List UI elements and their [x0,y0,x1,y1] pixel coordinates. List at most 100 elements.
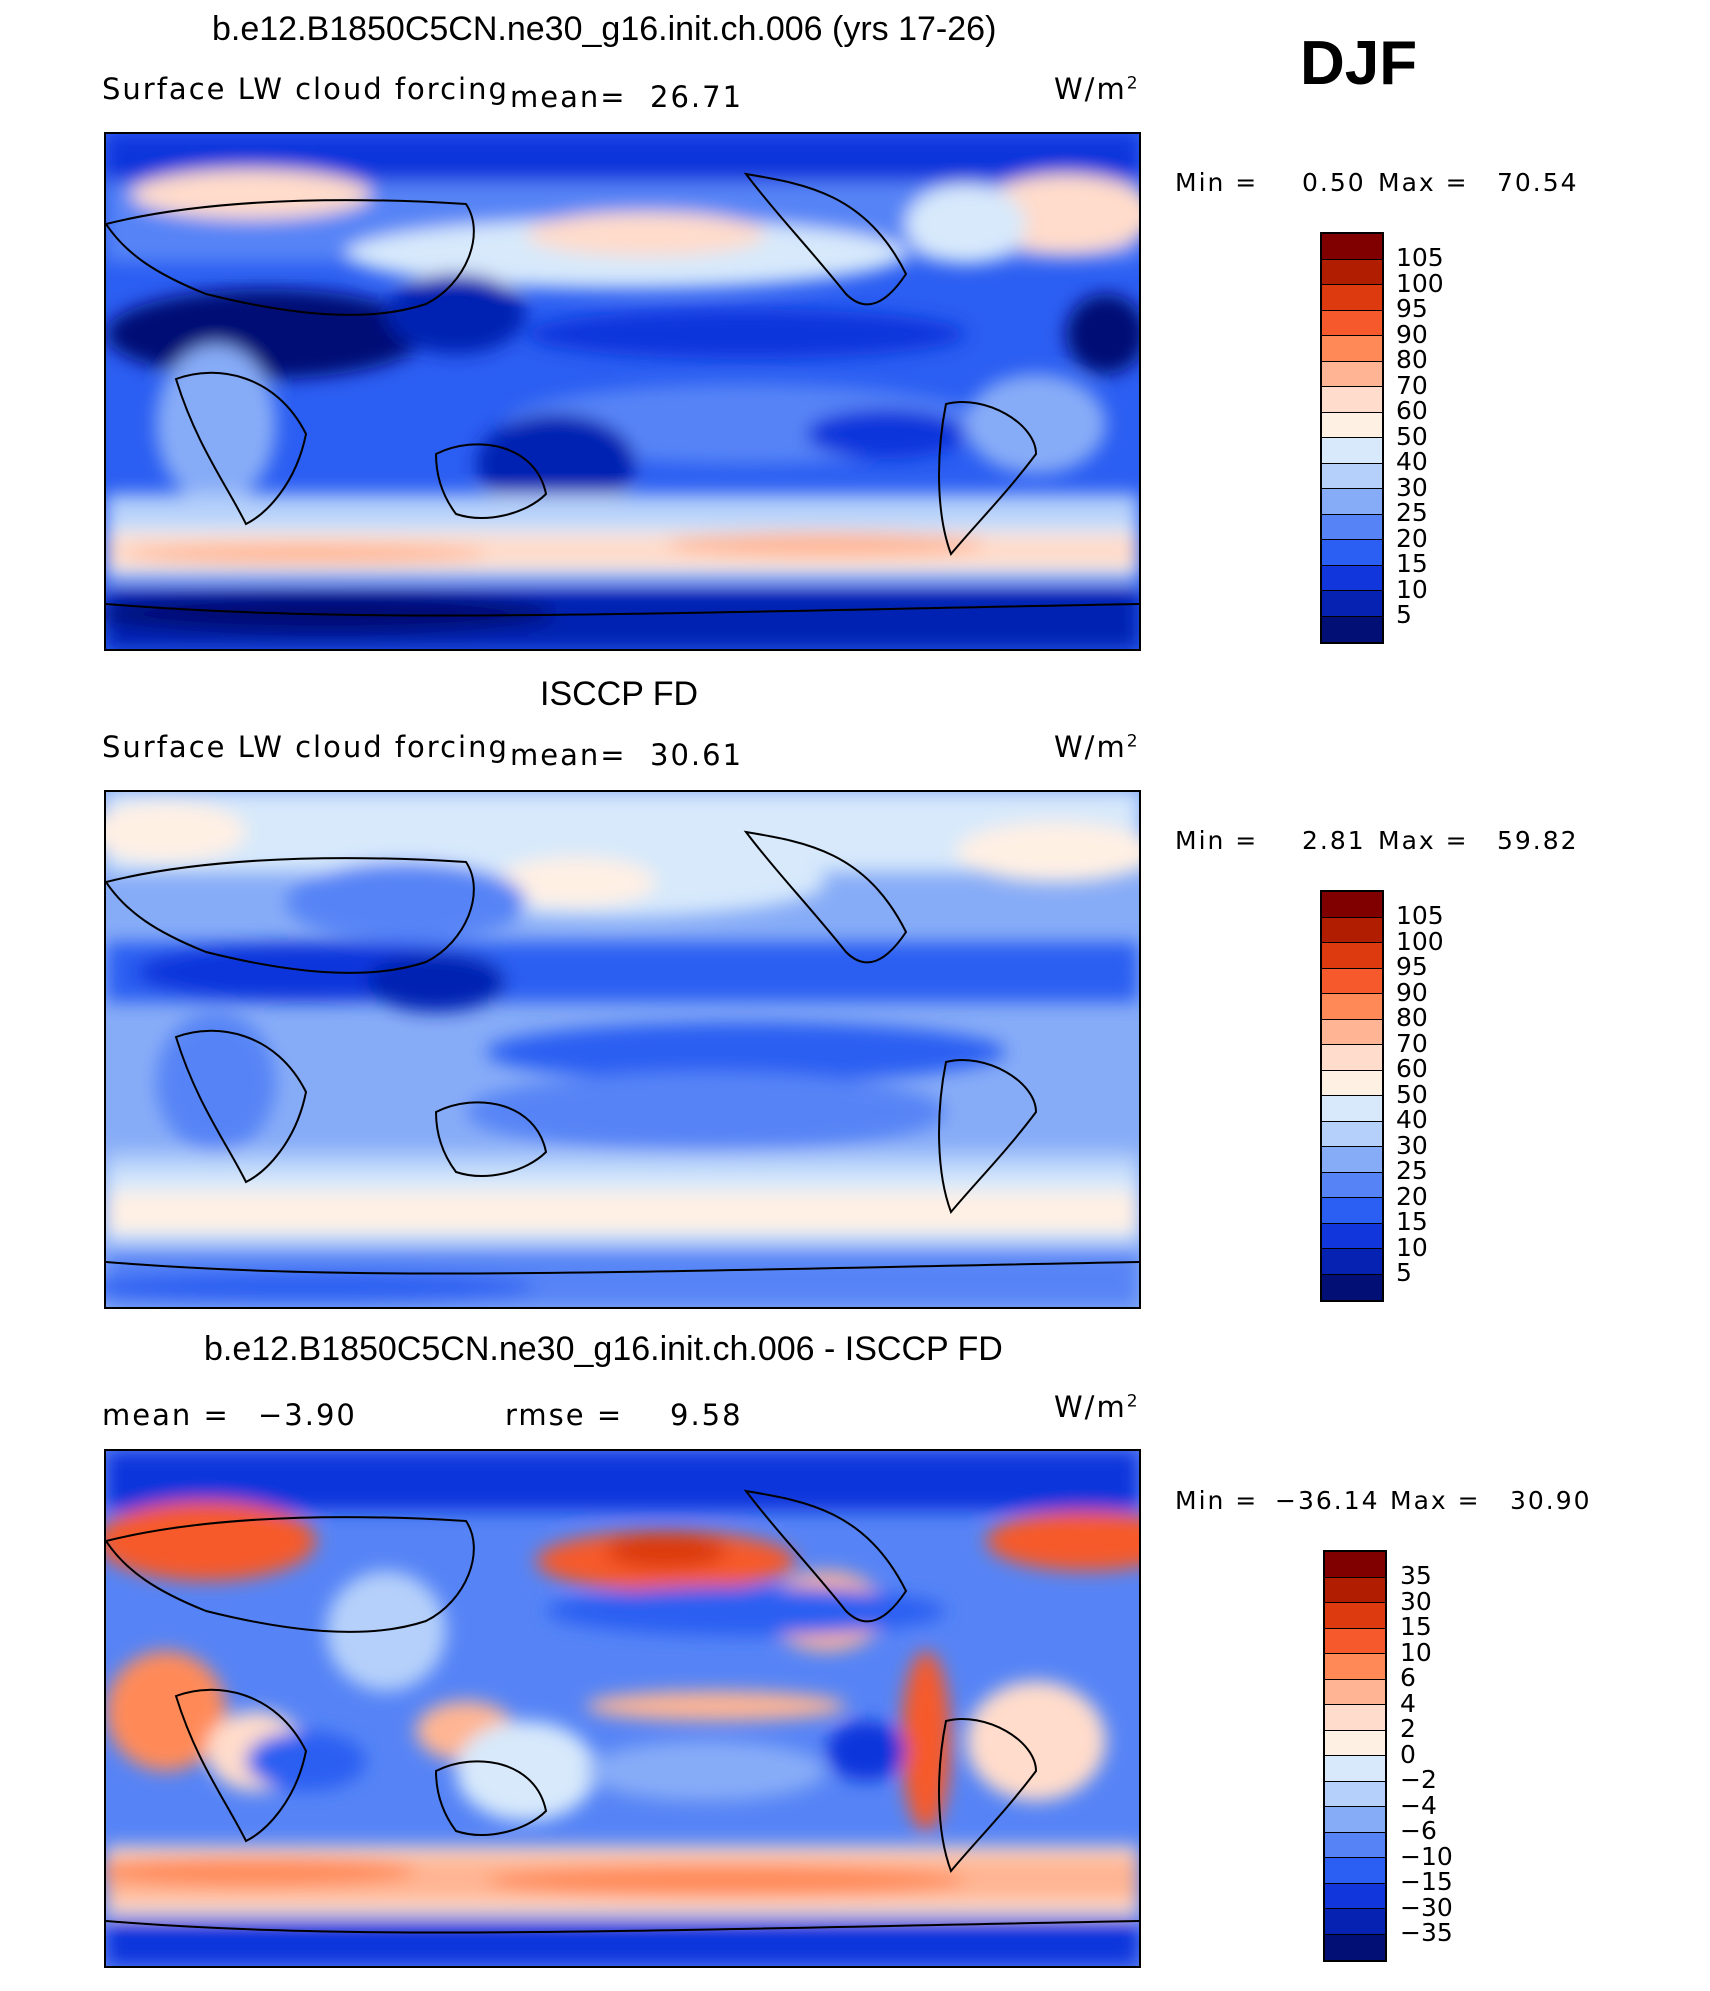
panel1-colorbar [1320,232,1384,644]
colorbar-label: 105 [1396,243,1444,272]
colorbar-swatch [1325,1883,1385,1909]
panel3-max-value: 30.90 [1510,1486,1592,1515]
panel2-variable: Surface LW cloud forcing [102,730,509,764]
colorbar-label: 35 [1400,1561,1432,1590]
colorbar-label: 20 [1396,523,1428,553]
colorbar-swatch [1325,1628,1385,1654]
colorbar-swatch [1325,1807,1385,1833]
colorbar-label: 15 [1396,549,1428,578]
colorbar-label: 90 [1396,977,1428,1007]
panel2-colorbar-labels: 105 100 95 90 80 70 60 50 40 30 25 20 15 10 5 [1396,903,1444,1286]
colorbar-label: 80 [1396,1003,1428,1032]
colorbar-label: 90 [1396,319,1428,349]
colorbar-swatch [1325,1756,1385,1782]
colorbar-label: 105 [1396,901,1444,930]
colorbar-swatch [1322,1019,1382,1045]
colorbar-swatch [1322,540,1382,566]
colorbar-label: 25 [1396,498,1428,527]
colorbar-label: −4 [1400,1790,1437,1820]
colorbar-swatch [1322,489,1382,515]
colorbar-swatch [1322,1147,1382,1173]
colorbar-label: 60 [1396,396,1428,425]
colorbar-label: −35 [1400,1918,1453,1947]
panel1-max-value: 70.54 [1497,168,1579,197]
panel3-rmse-label: rmse = [505,1398,624,1432]
colorbar-swatch [1322,310,1382,336]
colorbar-swatch [1322,1198,1382,1224]
colorbar-label: 25 [1396,1156,1428,1185]
panel1-min-value: 0.50 [1302,168,1366,197]
colorbar-swatch [1322,463,1382,489]
colorbar-swatch [1325,1730,1385,1756]
colorbar-label: −30 [1400,1892,1453,1922]
colorbar-label: 100 [1396,926,1444,956]
colorbar-swatch [1322,565,1382,591]
panel2-map [104,790,1141,1309]
colorbar-label: 80 [1396,345,1428,374]
colorbar-label: 5 [1396,600,1412,629]
colorbar-swatch [1322,438,1382,464]
colorbar-label: 0 [1400,1739,1416,1769]
colorbar-swatch [1322,514,1382,540]
panel3-min-label: Min = [1175,1486,1259,1515]
panel1-mean-value: 26.71 [650,80,744,114]
panel3-mean-value: −3.90 [258,1398,357,1432]
panel1-title: b.e12.B1850C5CN.ne30_g16.init.ch.006 (yr… [212,10,997,48]
colorbar-swatch [1322,1223,1382,1249]
colorbar-swatch [1322,994,1382,1020]
colorbar-swatch [1322,892,1382,918]
panel1-min-label: Min = [1175,168,1259,197]
colorbar-swatch [1325,1832,1385,1858]
colorbar-label: 100 [1396,268,1444,298]
panel3-mean-label: mean = [102,1398,230,1432]
colorbar-label: −10 [1400,1841,1453,1871]
colorbar-label: 6 [1400,1663,1416,1692]
colorbar-label: −6 [1400,1816,1437,1845]
colorbar-label: 15 [1400,1612,1432,1641]
panel2-max-label: Max = [1378,826,1469,855]
colorbar-swatch [1322,968,1382,994]
colorbar-swatch [1322,259,1382,285]
colorbar-label: 70 [1396,370,1428,400]
colorbar-swatch [1322,616,1382,642]
panel2-mean-label: mean= [510,738,627,772]
panel2-title: ISCCP FD [540,675,699,713]
colorbar-label: 30 [1400,1586,1432,1616]
colorbar-swatch [1322,387,1382,413]
colorbar-swatch [1322,412,1382,438]
colorbar-swatch [1322,917,1382,943]
panel1-map [104,132,1141,651]
panel1-units: W/m2 [1054,72,1140,106]
colorbar-swatch [1325,1577,1385,1603]
panel3-min-value: −36.14 [1275,1486,1380,1515]
colorbar-label: 10 [1400,1637,1432,1667]
colorbar-swatch [1322,361,1382,387]
colorbar-label: 95 [1396,952,1428,981]
colorbar-swatch [1322,943,1382,969]
panel2-colorbar [1320,890,1384,1302]
panel1-mean-label: mean= [510,80,627,114]
colorbar-swatch [1322,1274,1382,1300]
colorbar-label: 4 [1400,1688,1416,1718]
colorbar-swatch [1325,1654,1385,1680]
colorbar-swatch [1325,1603,1385,1629]
panel2-mean-value: 30.61 [650,738,744,772]
colorbar-label: 70 [1396,1028,1428,1058]
colorbar-swatch [1325,1552,1385,1578]
panel3-title: b.e12.B1850C5CN.ne30_g16.init.ch.006 - I… [204,1330,1003,1368]
colorbar-label: 10 [1396,1232,1428,1262]
colorbar-swatch [1322,1121,1382,1147]
season-label: DJF [1300,29,1418,98]
colorbar-label: 20 [1396,1181,1428,1211]
colorbar-swatch [1322,234,1382,260]
panel2-max-value: 59.82 [1497,826,1579,855]
colorbar-swatch [1322,1172,1382,1198]
panel3-rmse-value: 9.58 [670,1398,743,1432]
colorbar-label: −2 [1400,1765,1437,1794]
colorbar-swatch [1322,591,1382,617]
panel3-max-label: Max = [1390,1486,1481,1515]
colorbar-label: 40 [1396,447,1428,476]
panel3-units: W/m2 [1054,1390,1140,1424]
colorbar-label: 95 [1396,294,1428,323]
colorbar-swatch [1325,1705,1385,1731]
